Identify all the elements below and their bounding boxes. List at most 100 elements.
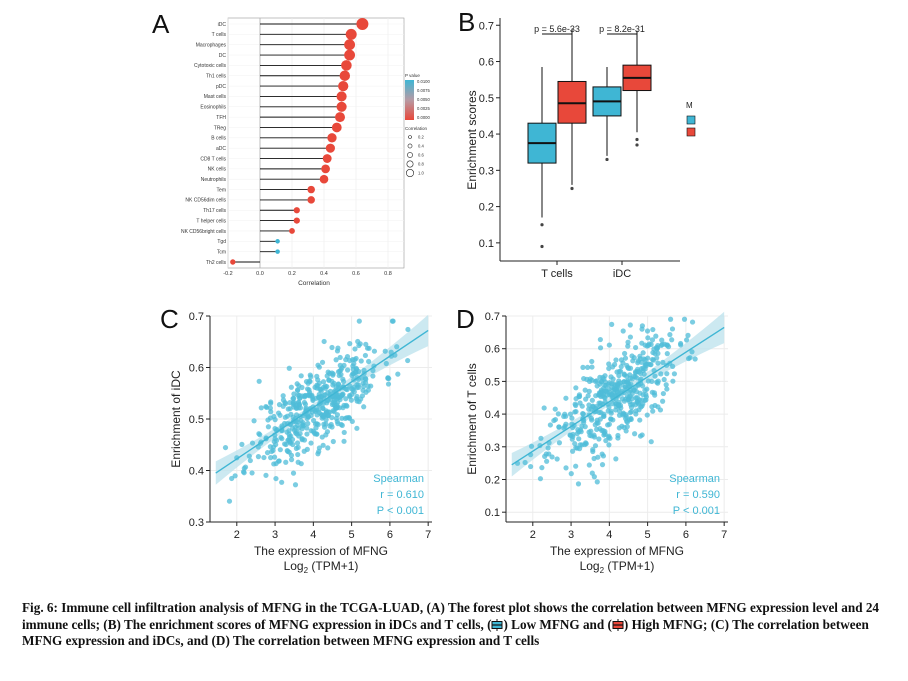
panel-d-ticks: 2 3 4 5 6 7 0.1 0.2 0.3 0.4 0.5 0.6 0.7 — [485, 311, 728, 541]
scatter-point — [405, 357, 411, 364]
scatter-point — [648, 439, 654, 445]
scatter-point — [655, 378, 661, 384]
scatter-point — [295, 451, 301, 458]
scatter-point — [632, 431, 638, 437]
scatter-point — [573, 408, 579, 415]
a-category-label: NK CD56dim cells — [185, 198, 226, 204]
scatter-point — [645, 378, 651, 384]
scatter-point — [361, 404, 367, 410]
panel-c-scatter-plot: C 2 3 4 5 6 7 0.3 0.4 0.5 0.6 0.7 Spearman r = 0.61… — [160, 304, 432, 575]
y-tick-label: 0.3 — [485, 442, 500, 454]
scatter-point — [324, 373, 330, 379]
scatter-point — [670, 378, 676, 384]
a-dot — [344, 49, 356, 61]
scatter-point — [292, 482, 299, 488]
legend-pvalue-label: 0.0050 — [417, 97, 430, 102]
caption-part-1: Fig. 6: Immune cell infiltration analysi… — [22, 600, 880, 632]
scatter-point — [599, 378, 605, 385]
scatter-point — [589, 358, 595, 365]
scatter-point — [341, 438, 347, 444]
scatter-point — [288, 457, 295, 463]
scatter-point — [329, 378, 335, 384]
stat-label: Spearman — [669, 473, 720, 485]
scatter-point — [636, 369, 642, 375]
low-mfng-box-icon — [491, 618, 503, 631]
a-category-label: Tcm — [217, 249, 226, 255]
scatter-point — [311, 430, 317, 436]
x-tick-label: 4 — [310, 529, 316, 541]
scatter-point — [256, 378, 262, 384]
scatter-point — [577, 400, 583, 406]
panel-label-c: C — [160, 304, 179, 334]
a-x-tick-label: 0.2 — [288, 271, 296, 277]
scatter-point — [279, 479, 285, 485]
scatter-point — [597, 426, 603, 432]
scatter-point — [277, 447, 283, 453]
scatter-point — [328, 421, 334, 428]
scatter-point — [385, 375, 391, 381]
scatter-point — [685, 355, 692, 362]
stat-label: r = 0.590 — [676, 489, 720, 501]
a-dot — [339, 70, 351, 81]
a-dot — [319, 174, 329, 184]
scatter-point — [538, 435, 544, 441]
scatter-point — [337, 396, 343, 403]
a-category-label: aDC — [216, 146, 226, 152]
scatter-point — [584, 364, 591, 371]
a-dot — [289, 228, 295, 234]
scatter-point — [576, 392, 582, 398]
scatter-point — [599, 390, 605, 396]
legend-size-circle — [407, 143, 413, 149]
b-outlier — [540, 223, 544, 227]
scatter-point — [632, 374, 638, 380]
scatter-point — [334, 402, 340, 408]
scatter-point — [312, 407, 318, 413]
scatter-point — [359, 393, 366, 399]
scatter-point — [299, 384, 305, 391]
scatter-point — [335, 384, 341, 390]
stat-label: r = 0.610 — [380, 489, 424, 501]
scatter-point — [609, 321, 615, 327]
scatter-point — [545, 445, 551, 451]
scatter-point — [272, 417, 278, 423]
scatter-point — [306, 378, 313, 384]
scatter-point — [616, 378, 622, 384]
scatter-point — [255, 454, 262, 460]
scatter-point — [678, 340, 684, 347]
a-category-label: Cytotoxic cells — [194, 63, 226, 69]
scatter-point — [572, 441, 578, 447]
a-dot — [293, 217, 300, 224]
x-tick-label: 6 — [683, 529, 689, 541]
scatter-point — [269, 448, 275, 455]
scatter-point — [340, 376, 346, 382]
x-tick-label: 5 — [645, 529, 651, 541]
a-category-label: Th2 cells — [206, 260, 227, 266]
scatter-point — [683, 337, 690, 343]
scatter-point — [621, 379, 627, 385]
scatter-point — [609, 381, 615, 387]
scatter-point — [664, 342, 670, 348]
scatter-point — [663, 382, 669, 388]
scatter-point — [356, 399, 362, 405]
a-x-tick-label: 0.0 — [256, 271, 264, 277]
scatter-point — [625, 343, 631, 349]
scatter-point — [309, 394, 315, 400]
scatter-point — [290, 396, 296, 402]
scatter-point — [265, 417, 271, 423]
scatter-point — [315, 421, 321, 428]
b-outlier — [635, 137, 639, 142]
y-tick-label: 0.7 — [189, 311, 204, 323]
scatter-point — [541, 405, 547, 411]
scatter-point — [286, 365, 292, 371]
panel-d-scatter-plot: D 2 3 4 5 6 7 0.1 0.2 0.3 0.4 0.5 0.6 0.7 Spearman r … — [456, 304, 728, 575]
a-category-label: TReg — [214, 125, 226, 131]
fit-line — [511, 326, 725, 466]
b-y-tick-label: 0.1 — [479, 238, 494, 250]
scatter-point — [653, 345, 659, 351]
scatter-point — [390, 318, 396, 324]
scatter-point — [317, 386, 323, 392]
panel-d-fit-line — [511, 326, 725, 466]
scatter-point — [634, 389, 640, 395]
scatter-point — [338, 421, 344, 428]
